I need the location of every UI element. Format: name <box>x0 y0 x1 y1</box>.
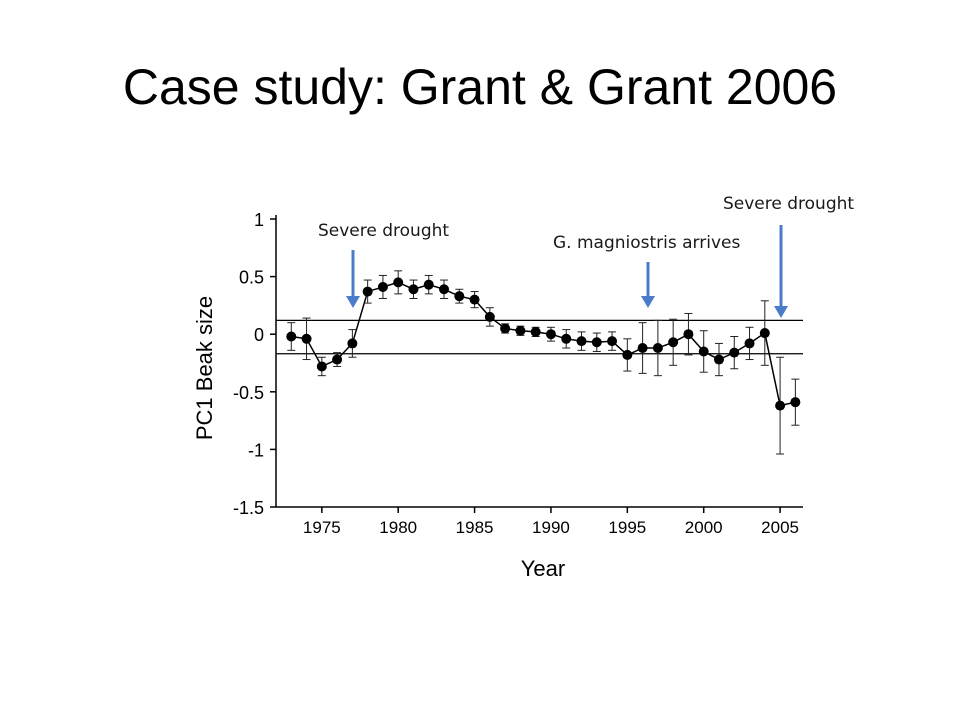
x-tick-label: 1995 <box>608 518 646 537</box>
data-point <box>408 284 419 295</box>
x-tick-label: 1990 <box>532 518 570 537</box>
data-point <box>530 326 541 337</box>
data-point <box>286 331 297 342</box>
data-point <box>790 397 801 408</box>
y-tick-label: 0.5 <box>239 268 264 288</box>
y-axis-label: PC1 Beak size <box>192 296 217 440</box>
y-tick-label: -1 <box>248 440 264 460</box>
data-point <box>454 291 465 302</box>
data-point <box>729 347 740 358</box>
x-tick-label: 1980 <box>379 518 417 537</box>
data-point <box>316 361 327 372</box>
data-point <box>713 354 724 365</box>
data-point <box>561 333 572 344</box>
data-point <box>301 333 312 344</box>
data-point <box>362 286 373 297</box>
y-tick-label: 1 <box>254 210 264 230</box>
annotation-arrowhead <box>346 296 360 308</box>
annotation-arrowhead <box>774 306 788 318</box>
data-point <box>515 325 526 336</box>
data-point <box>668 337 679 348</box>
data-point <box>622 349 633 360</box>
data-point <box>775 400 786 411</box>
slide-title: Case study: Grant & Grant 2006 <box>122 59 838 115</box>
data-point <box>576 336 587 347</box>
data-point <box>744 338 755 349</box>
data-point <box>545 329 556 340</box>
x-tick-label: 1975 <box>303 518 341 537</box>
data-point <box>759 328 770 339</box>
data-point <box>423 279 434 290</box>
x-tick-label: 1985 <box>456 518 494 537</box>
data-point <box>607 336 618 347</box>
data-point <box>393 277 404 288</box>
data-point <box>500 323 511 334</box>
data-point <box>484 311 495 322</box>
annotation-magnirostris-arrives: G. magniostris arrives <box>553 233 741 253</box>
data-point <box>347 338 358 349</box>
y-tick-label: 0 <box>254 325 264 345</box>
y-tick-label: -0.5 <box>233 383 264 403</box>
annotation-severe-drought-2: Severe drought <box>723 194 855 214</box>
data-point <box>469 294 480 305</box>
data-point <box>637 343 648 354</box>
data-point <box>332 354 343 365</box>
data-point <box>683 329 694 340</box>
data-point <box>652 343 663 354</box>
x-axis-label: Year <box>521 556 565 581</box>
annotation-arrowhead <box>641 296 655 308</box>
data-point <box>698 346 709 357</box>
x-tick-label: 2005 <box>761 518 799 537</box>
data-point <box>439 284 450 295</box>
data-point <box>591 337 602 348</box>
annotation-severe-drought-1: Severe drought <box>318 221 450 241</box>
data-point <box>377 281 388 292</box>
y-tick-label: -1.5 <box>233 498 264 518</box>
series-line <box>291 281 796 407</box>
x-tick-label: 2000 <box>685 518 723 537</box>
